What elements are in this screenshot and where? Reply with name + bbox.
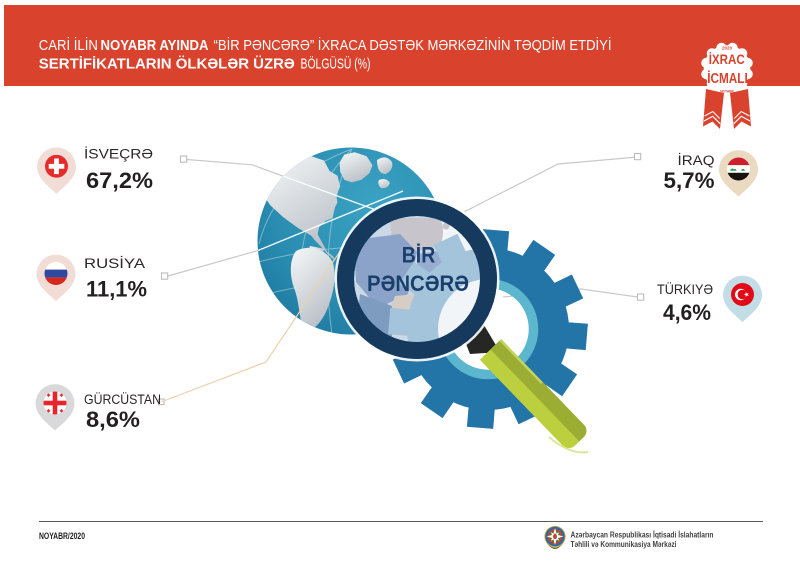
svg-text:8,6%: 8,6%	[86, 407, 140, 432]
svg-text:67,2%: 67,2%	[86, 168, 153, 193]
svg-text:11,1%: 11,1%	[86, 277, 147, 302]
svg-text:SERTİFİKATLARIN ÖLKƏLƏR ÜZRƏ: SERTİFİKATLARIN ÖLKƏLƏR ÜZRƏ	[39, 56, 295, 73]
svg-text:BİR: BİR	[402, 243, 436, 268]
svg-text:5,7%: 5,7%	[664, 168, 715, 193]
svg-text:Təhlili və Kommunikasiya Mərkə: Təhlili və Kommunikasiya Mərkəzi	[571, 540, 677, 549]
svg-text:4,6%: 4,6%	[663, 300, 711, 325]
svg-text:2020: 2020	[722, 46, 733, 51]
svg-text:İSVEÇRƏ: İSVEÇRƏ	[84, 145, 153, 163]
svg-text:GÜRCÜSTAN: GÜRCÜSTAN	[84, 390, 161, 408]
svg-text:“BİR PƏNCƏRƏ” İXRACA DƏSTƏK MƏ: “BİR PƏNCƏRƏ” İXRACA DƏSTƏK MƏRKƏZİNİN T…	[214, 36, 612, 54]
svg-text:PƏNCƏRƏ: PƏNCƏRƏ	[367, 271, 469, 296]
svg-text:CARİ İLİN: CARİ İLİN	[39, 36, 98, 54]
svg-text:İXRAC: İXRAC	[709, 51, 745, 67]
svg-text:RUSİYA: RUSİYA	[84, 254, 146, 272]
svg-text:İCMALI: İCMALI	[707, 70, 748, 87]
svg-text:Azərbaycan Respublikası İqtisa: Azərbaycan Respublikası İqtisadi İslahat…	[571, 531, 714, 540]
svg-text:İRAQ: İRAQ	[678, 151, 715, 169]
svg-text:BÖLGÜSÜ (%): BÖLGÜSÜ (%)	[301, 55, 371, 73]
svg-text:NOYABR AYINDA: NOYABR AYINDA	[101, 37, 209, 54]
svg-text:NOYABR/2020: NOYABR/2020	[39, 531, 85, 542]
svg-text:TÜRKIYƏ: TÜRKIYƏ	[657, 280, 713, 298]
svg-text:NOYABR: NOYABR	[720, 90, 734, 94]
